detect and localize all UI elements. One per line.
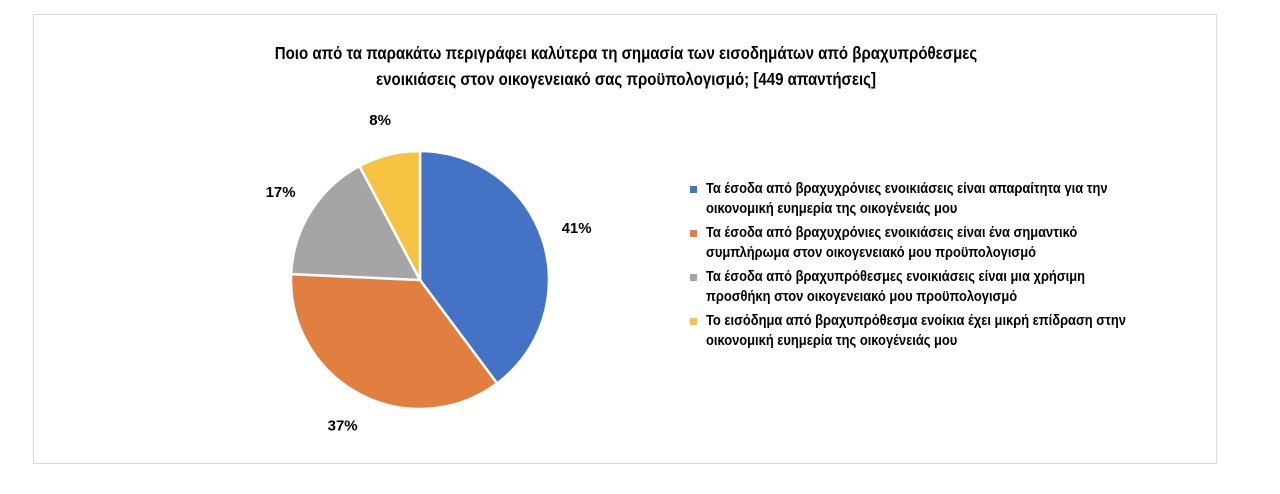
legend-swatch — [690, 230, 697, 237]
legend-item: Τα έσοδα από βραχυπρόθεσμες ενοικιάσεις … — [690, 267, 1210, 307]
pie-slice — [357, 149, 422, 281]
legend-label-line: οικονομική ευημερία της οικογένειάς μου — [706, 332, 958, 349]
legend-item: Το εισόδημα από βραχυπρόθεσμα ενοίκια έχ… — [690, 311, 1210, 351]
pie-slice — [418, 149, 551, 386]
legend-label: Το εισόδημα από βραχυπρόθεσμα ενοίκια έχ… — [706, 311, 1205, 351]
legend-label-line: συμπλήρωμα στον οικογενειακό μου προϋπολ… — [706, 244, 1037, 261]
legend: Τα έσοδα από βραχυχρόνιες ενοικιάσεις εί… — [690, 179, 1210, 355]
legend-label: Τα έσοδα από βραχυχρόνιες ενοικιάσεις εί… — [706, 223, 1205, 263]
pie-chart: 41% 37% 17% 8% — [266, 112, 592, 435]
data-label: 17% — [266, 184, 296, 201]
legend-label-line: Τα έσοδα από βραχυπρόθεσμες ενοικιάσεις … — [706, 268, 1085, 285]
legend-swatch — [690, 274, 697, 281]
legend-label: Τα έσοδα από βραχυχρόνιες ενοικιάσεις εί… — [706, 179, 1205, 219]
legend-label-line: προσθήκη στον οικογενειακό μου προϋπολογ… — [706, 288, 1018, 305]
legend-swatch — [690, 186, 697, 193]
pie-slice — [289, 272, 499, 411]
data-label: 37% — [328, 418, 358, 435]
legend-swatch — [690, 318, 697, 325]
chart-title-line-1: Ποιο από τα παρακάτω περιγράφει καλύτερα… — [274, 43, 978, 63]
legend-item: Τα έσοδα από βραχυχρόνιες ενοικιάσεις εί… — [690, 179, 1210, 219]
legend-label: Τα έσοδα από βραχυπρόθεσμες ενοικιάσεις … — [706, 267, 1205, 307]
data-label: 8% — [369, 112, 391, 129]
chart-frame: Ποιο από τα παρακάτω περιγράφει καλύτερα… — [33, 14, 1217, 464]
legend-item: Τα έσοδα από βραχυχρόνιες ενοικιάσεις εί… — [690, 223, 1210, 263]
legend-label-line: Το εισόδημα από βραχυπρόθεσμα ενοίκια έχ… — [706, 312, 1126, 329]
data-label: 41% — [562, 220, 592, 237]
pie-slice — [289, 164, 423, 282]
legend-label-line: Τα έσοδα από βραχυχρόνιες ενοικιάσεις εί… — [706, 180, 1108, 197]
legend-label-line: οικονομική ευημερία της οικογένειάς μου — [706, 200, 958, 217]
chart-title: Ποιο από τα παρακάτω περιγράφει καλύτερα… — [117, 40, 1135, 92]
legend-label-line: Τα έσοδα από βραχυχρόνιες ενοικιάσεις εί… — [706, 224, 1078, 241]
chart-title-line-2: ενοικιάσεις στον οικογενειακό σας προϋπο… — [376, 69, 876, 89]
